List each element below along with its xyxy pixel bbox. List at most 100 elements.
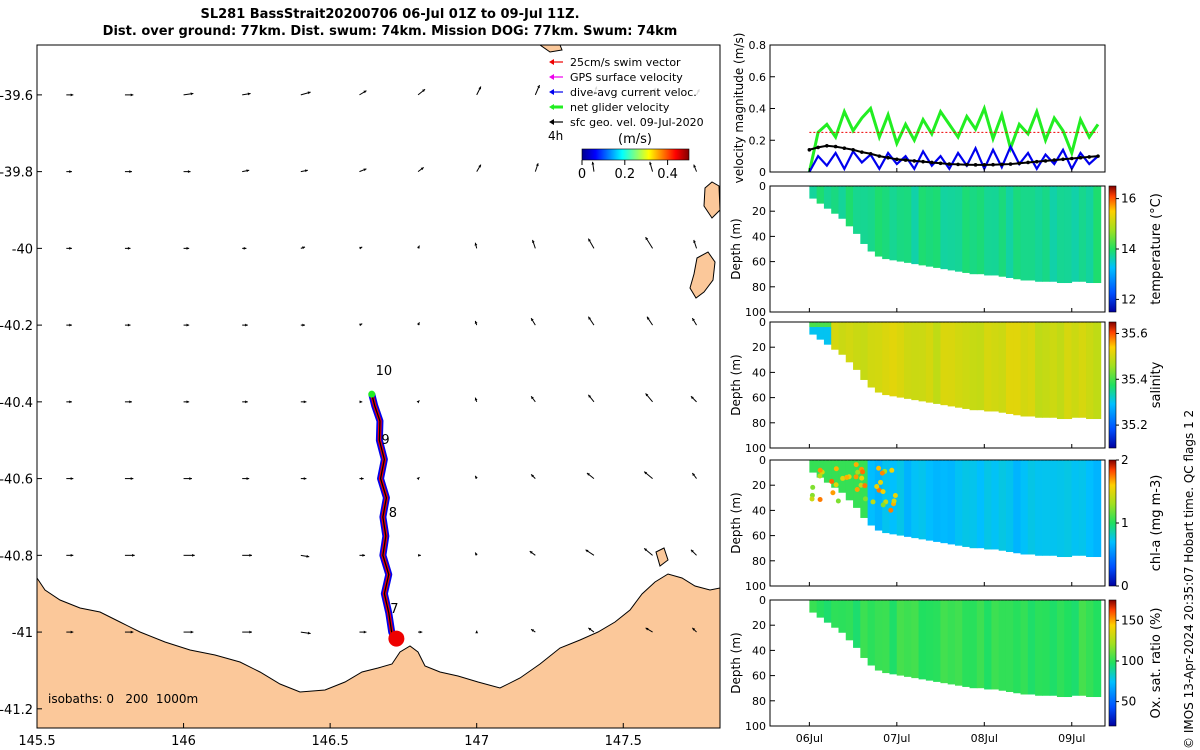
profile-dot: [878, 479, 884, 485]
profile-dot: [854, 487, 860, 493]
velocity-y-tick-label: 0.8: [749, 39, 767, 52]
geo-vector: [530, 628, 536, 633]
tasmania-coastline: [37, 573, 720, 728]
profile-cell: [918, 460, 927, 540]
map-y-tick-label: -41.2: [0, 703, 33, 718]
depth-tick-label: 60: [752, 530, 766, 543]
profile-cell: [940, 600, 949, 684]
profile-cell: [1049, 186, 1058, 282]
profile-dot: [817, 497, 823, 503]
speed-colorbar-tick-label: 0: [578, 167, 586, 182]
geo-vector: [474, 242, 478, 249]
profile-cell: [889, 186, 898, 261]
profile-cell: [954, 322, 963, 408]
profile-cell: [969, 600, 978, 689]
velocity-point: [1069, 156, 1074, 161]
legend-label: dive-avg current veloc.: [570, 86, 697, 99]
profile-cell: [882, 322, 891, 396]
profile-cell: [1042, 600, 1051, 696]
geo-vector: [474, 475, 478, 479]
geo-vector: [300, 477, 307, 481]
profile-colorbar: [1108, 459, 1117, 587]
geo-vector: [690, 395, 697, 403]
profile-cell: [845, 186, 854, 227]
profile-dot: [853, 462, 859, 468]
velocity-point: [1078, 155, 1083, 160]
profile-cell: [809, 186, 818, 199]
profile-cell: [853, 322, 861, 370]
time-tick-label: 06Jul: [796, 732, 823, 745]
velocity-point: [999, 162, 1004, 167]
depth-tick-label: 40: [752, 230, 766, 243]
velocity-point: [825, 144, 829, 148]
speed-colorbar-tick-label: 0.4: [657, 167, 678, 182]
geo-vector: [643, 547, 653, 556]
profile-cell: [1071, 600, 1080, 696]
profile-cell: [1078, 322, 1087, 418]
legend-label: GPS surface velocity: [570, 71, 683, 84]
profile-dot: [874, 483, 880, 489]
profile-cell: [1013, 186, 1022, 280]
profile-cell: [867, 600, 876, 666]
velocity-panel: 0 0.2 0.4 0.6 0.8 velocity magnitude (m/s): [732, 33, 1106, 183]
profile-dot: [891, 498, 897, 504]
island-large: [689, 251, 716, 299]
profile-cell: [889, 460, 898, 535]
depth-tick-label: 40: [752, 644, 766, 657]
profile-cell: [1064, 600, 1073, 698]
profile-cell: [860, 600, 869, 658]
profile-dot: [829, 478, 835, 484]
velocity-point: [816, 145, 820, 150]
profile-cell: [1013, 460, 1022, 554]
velocity-point: [965, 162, 969, 167]
legend-entry: GPS surface velocity: [549, 71, 683, 84]
profile-cell: [1035, 460, 1043, 556]
profile-cell: [947, 460, 956, 545]
track-start-marker: [388, 630, 405, 647]
depth-tick-label: 60: [752, 256, 766, 269]
day-marker-label: 10: [376, 364, 393, 379]
profile-cell: [925, 322, 934, 403]
title-line-2: Dist. over ground: 77km. Dist. swum: 74k…: [102, 24, 678, 39]
day-marker-label: 7: [390, 602, 398, 617]
map-x-ticks: 145.5 146 146.5 147 147.5: [18, 723, 642, 749]
legend-entry: dive-avg current veloc.: [549, 86, 697, 99]
geo-vector: [242, 400, 248, 404]
profile-cell: [911, 322, 920, 401]
figure-title: SL281 BassStrait20200706 06-Jul 01Z to 0…: [60, 6, 720, 40]
map-y-tick-label: -39.6: [0, 89, 33, 104]
colorbar-label: salinity: [1149, 361, 1164, 408]
velocity-point: [1043, 159, 1048, 163]
profile-cell: [1005, 322, 1014, 414]
profile-cell: [1086, 322, 1094, 420]
geo-vector: [534, 163, 539, 172]
colorbar-tick-label: 35.6: [1121, 326, 1148, 340]
velocity-series-line: [808, 143, 1099, 173]
geo-vector: [124, 323, 131, 327]
profile-cell: [853, 460, 861, 508]
profile-cell: [904, 600, 912, 677]
profile-cell: [1078, 186, 1087, 282]
depth-tick-label: 60: [752, 670, 766, 683]
profile-cell: [940, 322, 949, 406]
velocity-point: [886, 155, 890, 160]
profile-cell: [816, 600, 825, 618]
profile-cell: [1013, 322, 1022, 416]
velocity-point: [1087, 155, 1092, 159]
velocity-point: [930, 160, 934, 165]
speed-colorbar: [581, 148, 690, 161]
geo-vector: [691, 627, 697, 633]
map-y-tick-label: -40: [12, 242, 33, 257]
velocity-series-line: [807, 104, 1100, 173]
profile-cell: [896, 322, 905, 398]
profile-cell: [1035, 186, 1043, 282]
geo-vector: [693, 239, 698, 249]
depth-tick-label: 80: [752, 695, 766, 708]
credit-stamp: © IMOS 13-Apr-2024 20:35:07 Hobart time.…: [1182, 409, 1196, 749]
profile-cell: [1086, 186, 1094, 284]
colorbar-tick-label: 35.4: [1121, 372, 1148, 386]
profile-cell: [816, 322, 825, 340]
depth-ylabel: Depth (m): [729, 354, 743, 415]
